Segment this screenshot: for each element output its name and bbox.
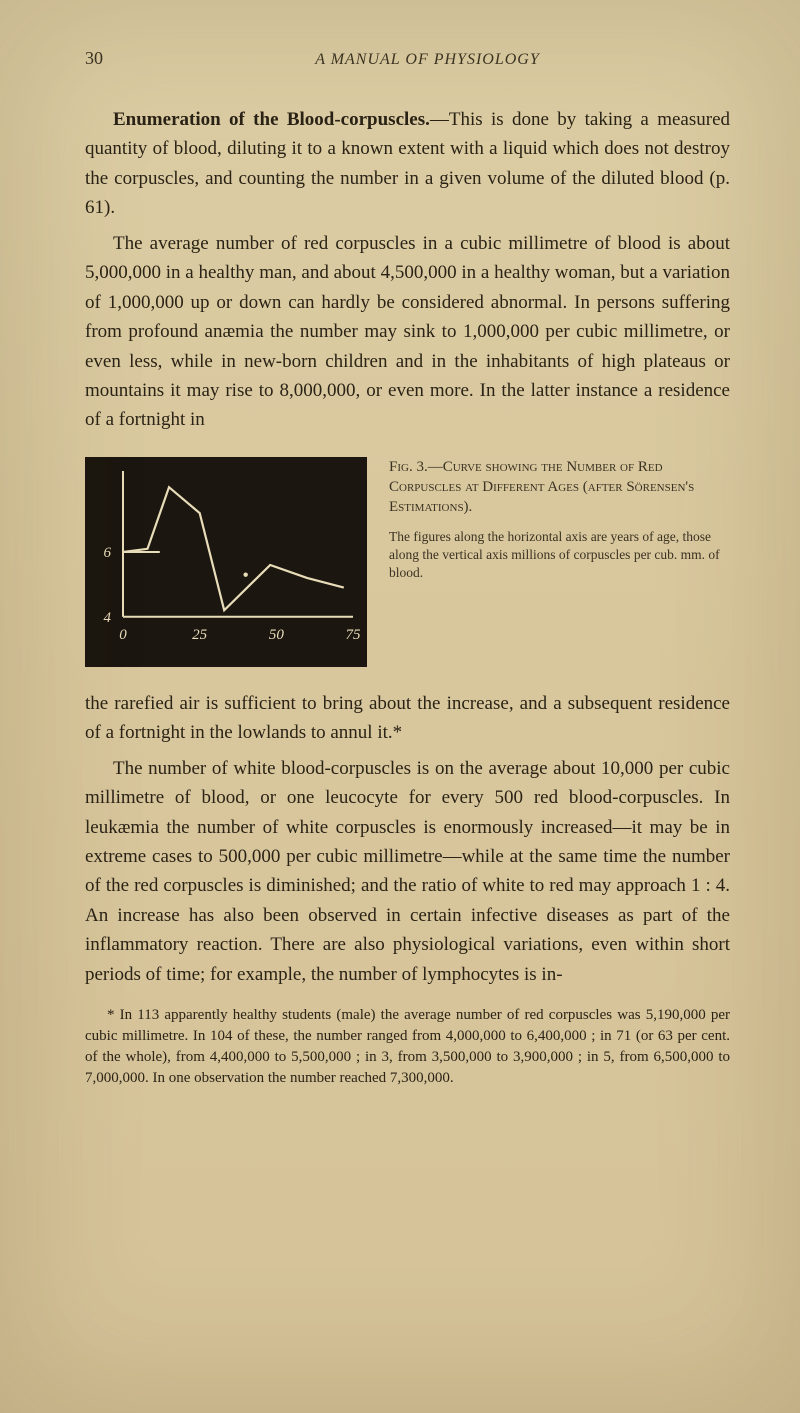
svg-text:4: 4 — [104, 610, 112, 626]
svg-text:75: 75 — [346, 627, 362, 643]
para4-text: The number of white blood-corpuscles is … — [85, 758, 730, 985]
figure-caption: Fig. 3.—Curve showing the Number of Red … — [389, 457, 730, 582]
svg-text:50: 50 — [269, 627, 285, 643]
chart-svg: 0 25 50 75 4 6 — [85, 457, 367, 667]
running-title: A MANUAL OF PHYSIOLOGY — [125, 51, 730, 69]
figure-caption-note: The figures along the horizontal axis ar… — [389, 528, 730, 583]
svg-text:6: 6 — [104, 545, 112, 561]
svg-text:25: 25 — [192, 627, 208, 643]
para2-text: The average number of red corpuscles in … — [85, 233, 730, 431]
footnote: * In 113 apparently healthy students (ma… — [85, 1005, 730, 1089]
paragraph-4: The number of white blood-corpuscles is … — [85, 754, 730, 990]
running-head: 30 A MANUAL OF PHYSIOLOGY — [85, 48, 730, 69]
paragraph-1: Enumeration of the Blood-corpuscles.—Thi… — [85, 105, 730, 223]
figure-caption-title: Fig. 3.—Curve showing the Number of Red … — [389, 457, 730, 518]
section-lead: Enumeration of the Blood-corpuscles. — [113, 109, 430, 130]
paragraph-3: the rarefied air is sufficient to bring … — [85, 689, 730, 748]
page-number: 30 — [85, 48, 125, 69]
figure-block: 0 25 50 75 4 6 Fig. 3.—Curve showing the Numb… — [85, 457, 730, 667]
paragraph-2: The average number of red corpuscles in … — [85, 229, 730, 435]
figure-3-chart: 0 25 50 75 4 6 — [85, 457, 367, 667]
para3-text: the rarefied air is sufficient to bring … — [85, 693, 730, 743]
svg-text:0: 0 — [119, 627, 127, 643]
page: 30 A MANUAL OF PHYSIOLOGY Enumeration of… — [0, 0, 800, 1413]
footnote-text: * In 113 apparently healthy students (ma… — [85, 1007, 730, 1086]
